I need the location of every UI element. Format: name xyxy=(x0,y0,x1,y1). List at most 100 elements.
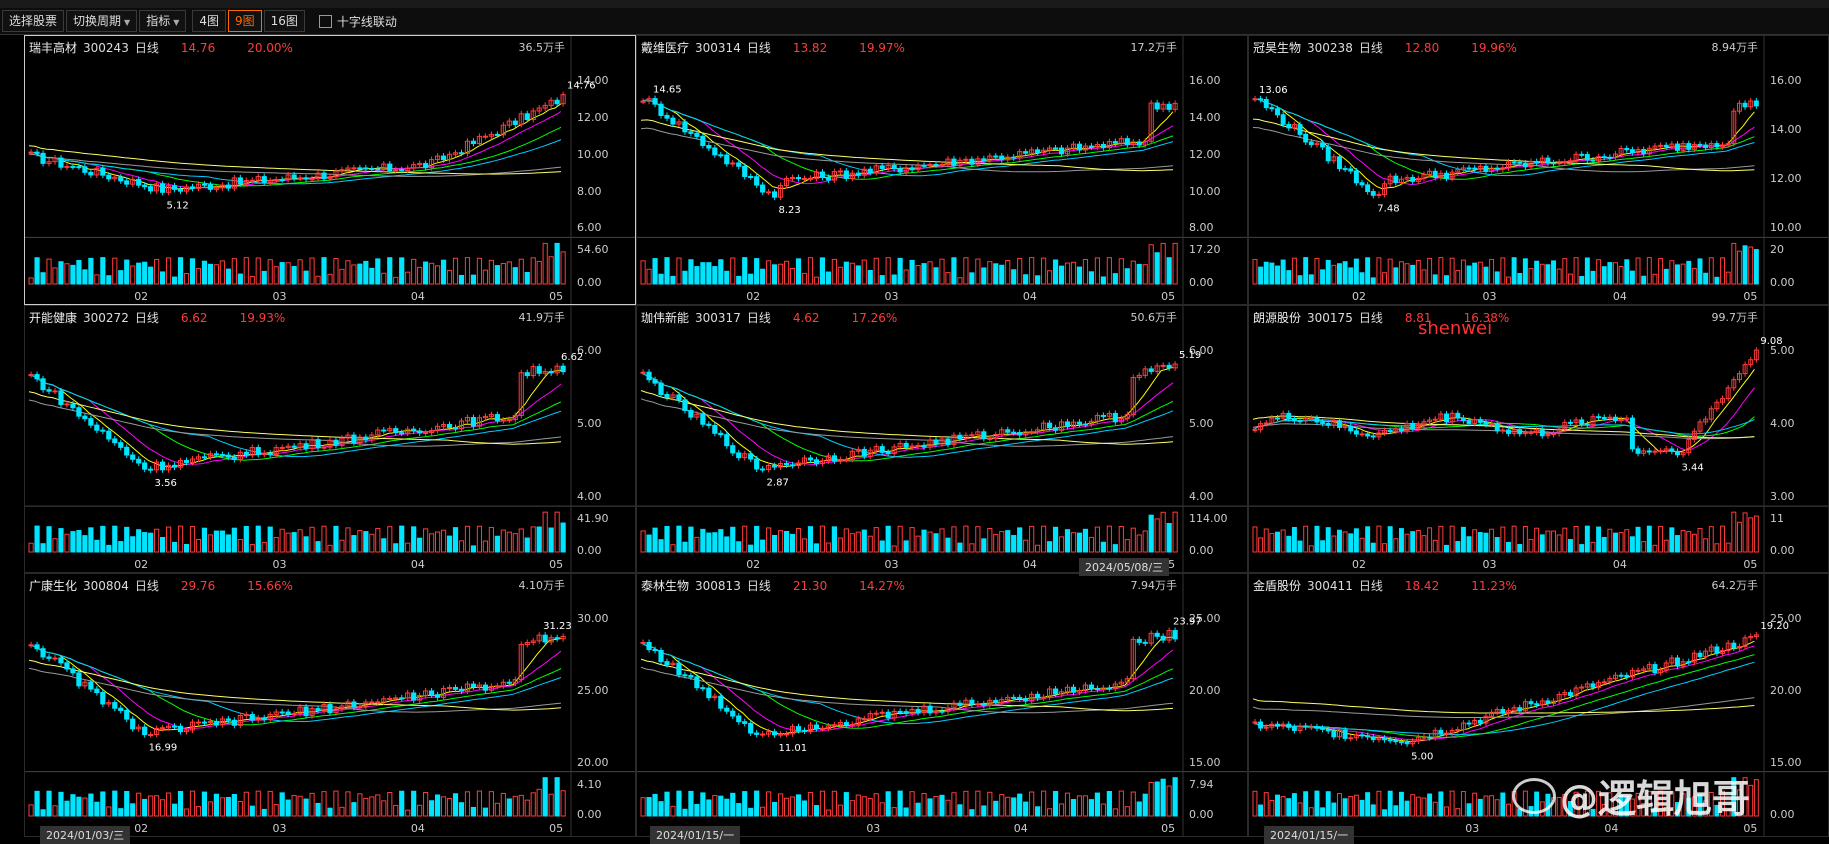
volume-bar xyxy=(1160,778,1166,817)
candle xyxy=(189,458,196,463)
volume-bar xyxy=(303,536,309,553)
volume-bar xyxy=(879,540,885,553)
candle xyxy=(772,191,778,198)
last-price: 29.76 xyxy=(180,579,216,593)
volume-bar xyxy=(1130,260,1136,285)
volume-bar xyxy=(1314,257,1320,285)
candle xyxy=(160,461,166,471)
volume-bar xyxy=(530,526,536,553)
volume-bar xyxy=(1477,261,1483,285)
stock-chart-panel[interactable]: 朗源股份 300175 日线 8.81 16.38% 99.7万手 5.00 4.00 3.00… xyxy=(1248,305,1829,573)
volume-bar xyxy=(748,544,754,553)
stock-chart-panel[interactable]: 冠昊生物 300238 日线 12.80 19.96% 8.94万手 16.00 14.00 1… xyxy=(1248,35,1829,305)
candle xyxy=(399,169,405,172)
candle xyxy=(76,672,82,687)
select-stock-button[interactable]: 选择股票 xyxy=(2,10,65,32)
stock-chart-panel[interactable]: 珈伟新能 300317 日线 4.62 17.26% 50.6万手 6.00 5.00 4.00… xyxy=(636,305,1248,573)
stock-chart-panel[interactable]: 金盾股份 300411 日线 18.42 11.23% 64.2万手 25.00 20.00 1… xyxy=(1248,573,1829,837)
volume-bar xyxy=(476,790,483,817)
candle xyxy=(1444,413,1449,423)
stock-chart-panel[interactable]: 广康生化 300804 日线 29.76 15.66% 4.10万手 30.00 25.00 2… xyxy=(24,573,636,837)
volume-bar xyxy=(1082,258,1089,285)
candle xyxy=(1607,416,1613,419)
volume-bar xyxy=(688,790,694,817)
candle xyxy=(1641,668,1647,671)
volume-bar xyxy=(1052,259,1059,285)
candle xyxy=(177,188,184,192)
candle xyxy=(458,152,465,155)
volume-bar xyxy=(1011,269,1017,285)
candle xyxy=(1652,450,1658,453)
volume-bar xyxy=(885,525,891,553)
candle xyxy=(1023,698,1029,702)
volume-bar xyxy=(524,537,530,553)
volume-bar xyxy=(1286,798,1292,817)
volume-bar xyxy=(1124,806,1130,817)
stock-chart-panel[interactable]: 瑞丰高材 300243 日线 14.76 20.00% 36.5万手 14.00 12.00 1… xyxy=(24,35,636,305)
candle xyxy=(249,714,255,721)
volume-bar xyxy=(1082,528,1089,553)
kline-chart[interactable]: 3.566.62 xyxy=(25,306,636,573)
candle xyxy=(237,177,243,185)
candle xyxy=(52,390,58,393)
candle xyxy=(1663,144,1669,148)
candle xyxy=(1736,102,1742,112)
volume-bar xyxy=(279,528,285,553)
candle xyxy=(417,695,423,701)
volume-bar xyxy=(1472,792,1478,817)
volume-bar xyxy=(399,525,405,553)
candle xyxy=(1432,418,1438,421)
volume-bar xyxy=(458,802,465,817)
layout-16-button[interactable]: 16图 xyxy=(263,10,305,32)
volume-bar xyxy=(494,802,500,817)
volume-bar xyxy=(795,794,802,817)
candle xyxy=(536,107,542,112)
volume-bar xyxy=(1314,525,1320,553)
volume-bar xyxy=(807,526,814,553)
layout-9-button[interactable]: 9图 xyxy=(228,10,262,32)
volume-bar xyxy=(1280,259,1286,285)
volume-bar xyxy=(1432,274,1438,285)
volume-bar xyxy=(1675,802,1680,817)
candle xyxy=(1720,650,1726,654)
volume-bar xyxy=(1500,257,1506,285)
last-price: 13.82 xyxy=(792,41,828,55)
candle xyxy=(500,124,506,136)
candle xyxy=(411,164,417,169)
volume-bar xyxy=(136,529,142,553)
stock-chart-panel[interactable]: 开能健康 300272 日线 6.62 19.93% 41.9万手 6.00 5.00 4.00… xyxy=(24,305,636,573)
stock-chart-panel[interactable]: 泰林生物 300813 日线 21.30 14.27% 7.94万手 25.00 20.00 1… xyxy=(636,573,1248,837)
volume-bar xyxy=(1708,526,1714,553)
candle xyxy=(1269,723,1275,728)
volume-bar xyxy=(542,511,548,553)
volume-bar xyxy=(819,525,826,553)
volume-bar xyxy=(1415,530,1421,553)
candle xyxy=(885,711,891,719)
candle xyxy=(1376,193,1382,196)
candle xyxy=(807,177,814,180)
candle xyxy=(1314,417,1320,423)
volume-bar xyxy=(1142,530,1148,553)
candle xyxy=(1393,175,1399,184)
candle xyxy=(1483,165,1489,172)
kline-chart[interactable]: 2.875.19 xyxy=(637,306,1248,573)
indicator-dropdown[interactable]: 指标 ▼ xyxy=(139,10,187,32)
layout-4-button[interactable]: 4图 xyxy=(192,10,226,32)
volume-bar xyxy=(1596,526,1602,553)
candle xyxy=(154,461,160,471)
stock-chart-panel[interactable]: 戴维医疗 300314 日线 13.82 19.97% 17.2万手 16.00 14.00 1… xyxy=(636,35,1248,305)
stock-code: 300813 xyxy=(695,579,741,593)
volume-bar xyxy=(1118,790,1124,817)
volume-bar xyxy=(1629,798,1635,817)
kline-chart[interactable]: 3.449.08 xyxy=(1249,306,1829,573)
switch-period-dropdown[interactable]: 切换周期 ▼ xyxy=(66,10,138,32)
period-high-label: 5.19 xyxy=(1179,350,1201,361)
candle xyxy=(927,705,933,714)
crosshair-link-checkbox[interactable] xyxy=(318,14,332,28)
candle xyxy=(219,184,225,189)
